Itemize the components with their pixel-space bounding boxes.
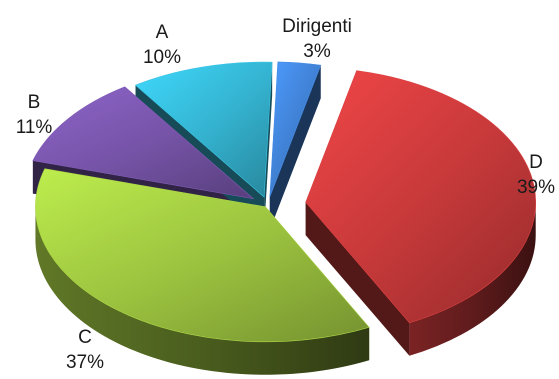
pie-slice-dirigenti — [269, 61, 322, 197]
slice-value-dirigenti: 3% — [303, 41, 331, 62]
slice-value-d: 39% — [516, 177, 556, 198]
slice-name-a: A — [155, 22, 169, 43]
pie-slice-b — [32, 86, 255, 200]
slice-side-wall — [35, 206, 370, 375]
slice-label-a: A 10% — [134, 20, 190, 70]
pie-slices — [32, 61, 536, 375]
slice-cut-face — [305, 202, 410, 356]
slice-value-b: 11% — [15, 117, 53, 138]
slice-cut-face — [269, 65, 321, 230]
slice-label-b: B 11% — [6, 90, 62, 140]
slice-name-dirigenti: Dirigenti — [282, 16, 352, 37]
pie-slice-c — [35, 168, 370, 343]
slice-value-a: 10% — [142, 47, 182, 68]
slice-label-dirigenti: Dirigenti 3% — [262, 14, 372, 64]
slice-name-c: C — [78, 327, 92, 348]
slice-value-c: 37% — [65, 352, 105, 373]
pie-slice-d — [305, 70, 536, 324]
slice-cut-face — [264, 62, 273, 231]
slice-label-d: D 39% — [506, 150, 559, 200]
slice-name-b: B — [27, 92, 41, 113]
pie-slice-a — [134, 61, 273, 198]
slice-side-wall — [409, 202, 536, 356]
slice-label-c: C 37% — [60, 325, 110, 375]
slice-name-d: D — [529, 152, 543, 173]
